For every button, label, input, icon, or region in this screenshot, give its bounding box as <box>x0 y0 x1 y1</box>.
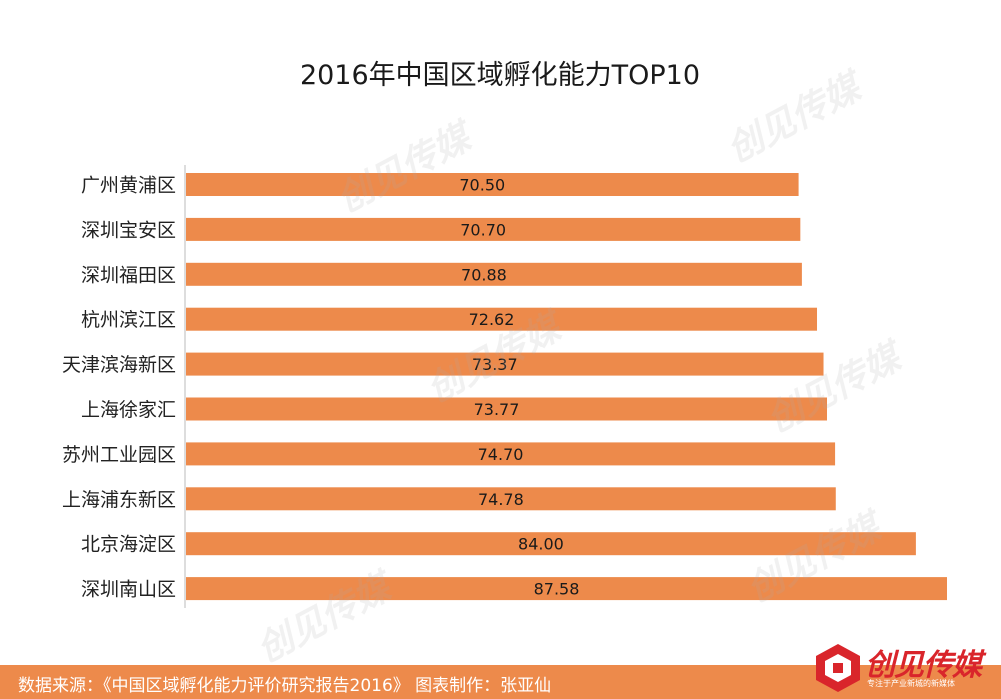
category-label: 苏州工业园区 <box>62 444 176 466</box>
category-label: 上海浦东新区 <box>62 489 176 511</box>
bars-group: 广州黄浦区 70.50 深圳宝安区 70.70 深圳福田区 70.88 杭州滨江区 72.62… <box>62 173 947 601</box>
category-label: 北京海淀区 <box>81 534 176 556</box>
chart-title: 2016年中国区域孵化能力TOP10 <box>300 60 700 91</box>
value-label: 72.62 <box>469 310 515 329</box>
value-label: 70.88 <box>461 265 507 284</box>
category-label: 深圳南山区 <box>81 579 176 601</box>
bar <box>186 262 802 286</box>
bar <box>186 173 799 196</box>
category-label: 深圳宝安区 <box>81 219 176 241</box>
bar <box>186 487 836 511</box>
bar <box>186 352 824 376</box>
bar <box>186 442 836 466</box>
footer-source-text: 数据来源：《中国区域孵化能力评价研究报告2016》 图表制作：张亚仙 <box>18 676 552 696</box>
bar <box>186 397 828 421</box>
logo-tagline: 专注于产业新城的新媒体 <box>867 679 955 688</box>
logo-mark-icon <box>816 644 860 692</box>
value-label: 84.00 <box>518 535 564 554</box>
logo-brand-text: 创见传媒 <box>865 648 982 683</box>
bar <box>186 577 947 601</box>
logo: 创见传媒 专注于产业新城的新媒体 <box>813 638 982 696</box>
value-label: 73.37 <box>472 355 518 374</box>
value-label: 74.70 <box>478 445 524 464</box>
category-label: 上海徐家汇 <box>81 399 176 421</box>
value-label: 74.78 <box>478 490 524 509</box>
category-label: 杭州滨江区 <box>81 309 176 331</box>
value-label: 73.77 <box>474 400 520 419</box>
bar <box>186 307 818 331</box>
category-label: 广州黄浦区 <box>81 175 176 197</box>
category-label: 深圳福田区 <box>81 264 176 286</box>
category-label: 天津滨海新区 <box>62 354 176 376</box>
bar <box>186 532 916 556</box>
value-label: 70.50 <box>459 176 505 195</box>
bar <box>186 217 801 241</box>
value-label: 87.58 <box>534 580 580 599</box>
value-label: 70.70 <box>460 220 506 239</box>
